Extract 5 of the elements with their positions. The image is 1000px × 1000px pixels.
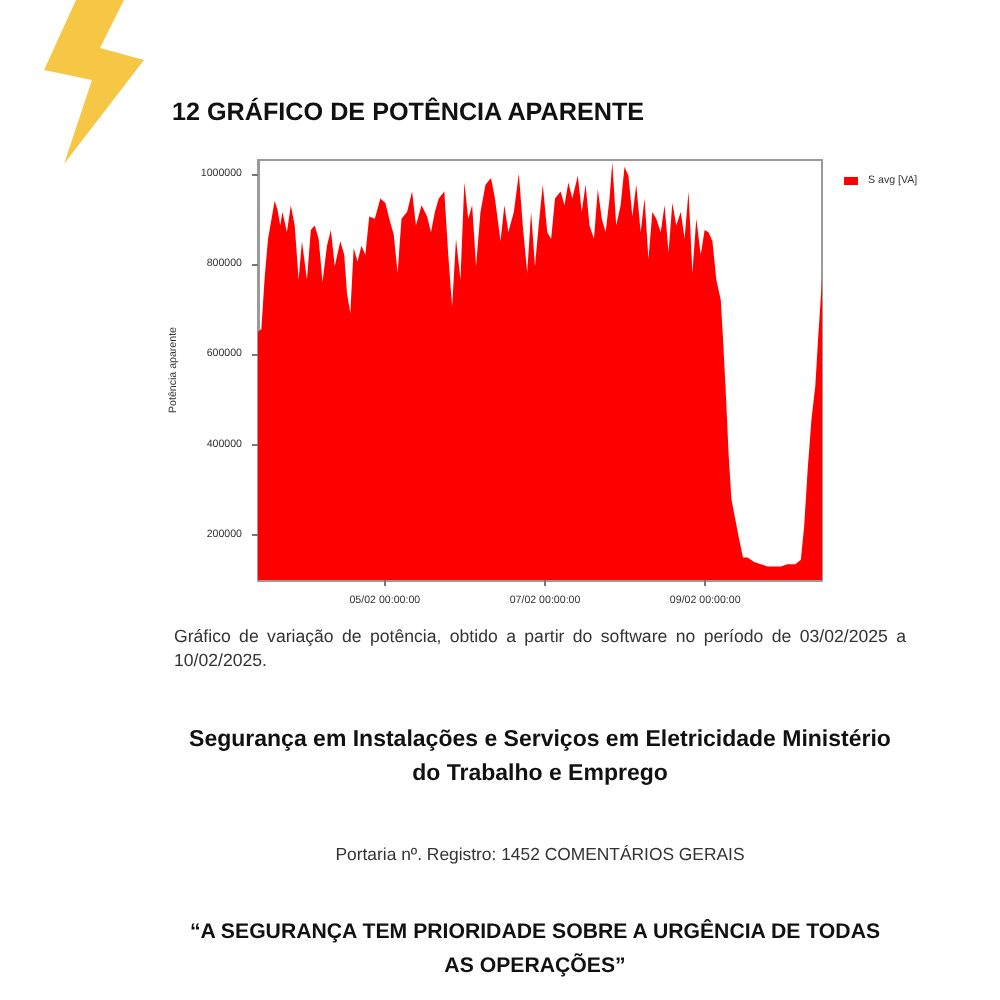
chart-title: 12 GRÁFICO DE POTÊNCIA APARENTE <box>172 98 645 126</box>
text: Segurança em Instalações e Serviços em Eletricidade Ministério do Trabalho e Emprego <box>187 726 893 790</box>
text: Portaria nº. Registro: 1452 COMENTÁRIOS GERAIS <box>333 844 747 864</box>
text: “A SEGURANÇA TEM PRIORIDADE SOBRE A URGÊNCIA DE TODAS AS OPERAÇÕES” <box>187 917 883 982</box>
text: Gráfico de variação de potência, obtido a partir do software no período de 03/02/2025 a 10/02/2025. <box>174 626 906 674</box>
